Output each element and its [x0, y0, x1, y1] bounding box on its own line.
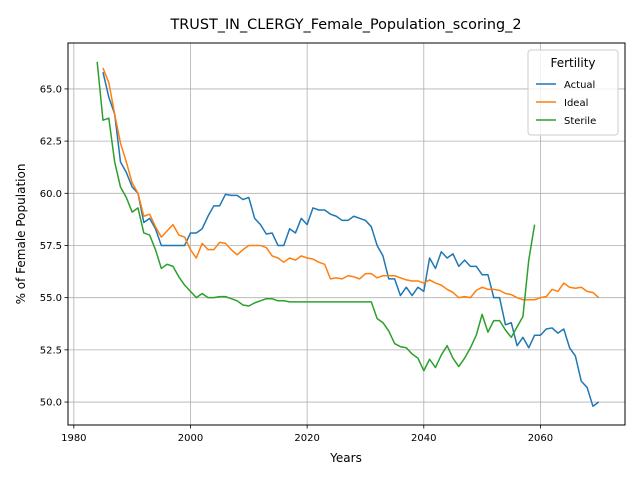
x-tick-label: 2040 — [411, 433, 436, 444]
y-tick-label: 60.0 — [40, 189, 62, 200]
x-tick-label: 1980 — [61, 433, 86, 444]
legend-box — [527, 49, 619, 136]
legend-label-ideal: Ideal — [564, 98, 588, 109]
y-tick-label: 65.0 — [40, 84, 62, 95]
x-axis-ticks: 1980 2000 2020 2040 2060 — [61, 425, 553, 444]
y-tick-label: 55.0 — [40, 293, 62, 304]
legend: Fertility Actual Ideal Sterile — [527, 49, 619, 136]
legend-label-sterile: Sterile — [564, 116, 596, 127]
x-tick-label: 2060 — [528, 433, 553, 444]
y-tick-label: 62.5 — [40, 137, 62, 148]
plot-frame — [67, 42, 626, 426]
series-line-actual — [102, 72, 600, 407]
series-line-sterile — [96, 61, 536, 372]
y-axis-ticks: 50.0 52.5 55.0 57.5 60.0 62.5 65.0 — [40, 84, 68, 409]
y-tick-label: 52.5 — [40, 345, 62, 356]
legend-title: Fertility — [550, 56, 595, 70]
chart-title: TRUST_IN_CLERGY_Female_Population_scorin… — [170, 17, 522, 33]
series-line-ideal — [102, 67, 600, 301]
x-tick-label: 2020 — [294, 433, 319, 444]
y-axis-label: % of Female Population — [14, 164, 28, 305]
legend-items: Actual Ideal Sterile — [536, 80, 596, 127]
series-lines — [96, 61, 600, 407]
y-tick-label: 57.5 — [40, 241, 62, 252]
x-axis-label: Years — [329, 451, 362, 465]
legend-label-actual: Actual — [564, 80, 595, 91]
y-tick-label: 50.0 — [40, 398, 62, 409]
x-tick-label: 2000 — [178, 433, 203, 444]
